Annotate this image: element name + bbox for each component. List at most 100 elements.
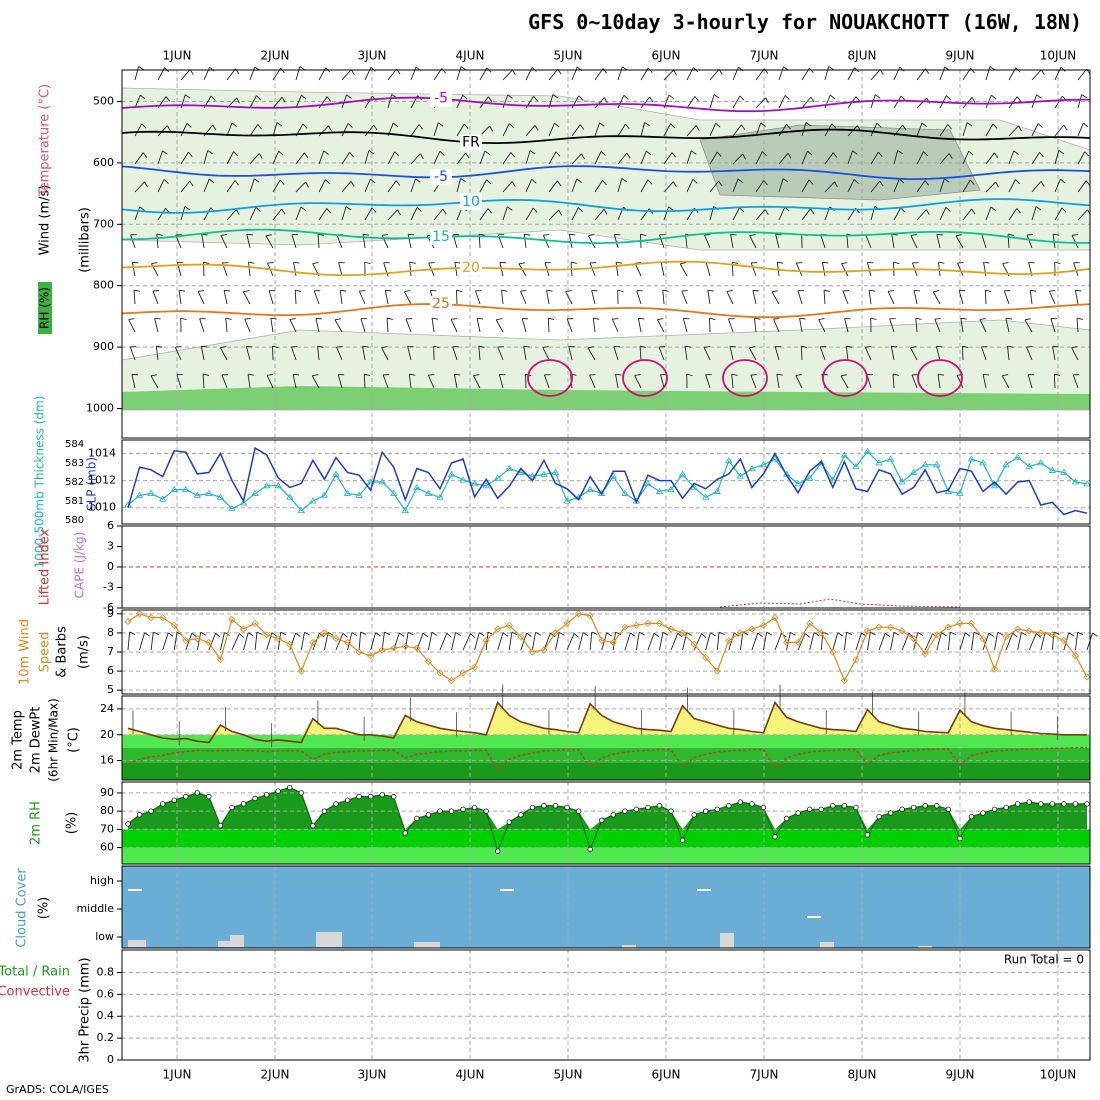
wind-barb-upper xyxy=(771,290,778,293)
y-tick-label-slp: 1012 xyxy=(88,474,116,487)
wind-barb-upper xyxy=(460,178,466,183)
wind-barb-10m xyxy=(422,632,429,638)
wind-barb-upper xyxy=(569,233,576,236)
x-tick-label-bottom: 8JUN xyxy=(848,1068,877,1082)
wind-speed-point xyxy=(875,623,883,631)
wind-barb-upper xyxy=(893,67,901,81)
wind-barb-10m xyxy=(416,632,424,651)
wind-barb-upper xyxy=(915,318,918,333)
wind-barb-10m xyxy=(254,632,258,651)
wind-barb-upper xyxy=(691,150,697,155)
wind-barb-upper xyxy=(276,122,283,127)
wind-barb-upper xyxy=(1077,180,1087,193)
wind-barb-upper xyxy=(680,262,687,265)
wind-barb-upper xyxy=(502,69,513,81)
wind-barb-upper xyxy=(732,153,744,165)
wind-barb-10m xyxy=(693,633,702,651)
wind-barb-upper xyxy=(645,150,652,156)
rh-point xyxy=(506,819,512,825)
wind-barb-upper xyxy=(713,94,720,99)
wind-barb-upper xyxy=(359,290,366,292)
rh-legend-swatch xyxy=(38,282,52,334)
wind-barb-upper xyxy=(328,125,332,132)
wind-barb-upper xyxy=(617,178,623,193)
wind-barb-upper xyxy=(834,181,838,188)
wind-speed-point xyxy=(817,629,825,637)
wind-speed-point xyxy=(736,629,744,637)
wind-barb-upper xyxy=(180,180,191,193)
wind-speed-point xyxy=(494,625,502,633)
wind-barb-upper xyxy=(267,262,274,264)
wind-barb-upper xyxy=(732,261,739,265)
rh-point xyxy=(853,804,859,811)
wind-speed-point xyxy=(320,629,328,637)
wind-barb-upper xyxy=(875,94,881,99)
wind-barb-upper xyxy=(566,318,573,333)
rh-point xyxy=(414,815,420,822)
wind-barb-upper xyxy=(985,289,992,293)
y-tick-label-thickness: 584 xyxy=(65,439,84,450)
wind-speed-point xyxy=(598,636,606,645)
wind-barb-10m xyxy=(399,632,405,637)
credit-footer: GrADS: COLA/IGES xyxy=(6,1083,109,1096)
wind-barb-upper xyxy=(245,346,251,361)
wind-barb-10m xyxy=(635,632,640,651)
wind-barb-upper xyxy=(612,318,619,320)
wind-barb-upper xyxy=(226,122,233,137)
wind-barb-10m xyxy=(763,632,768,651)
wind-barb-upper xyxy=(732,124,742,137)
wind-barb-upper xyxy=(985,94,992,109)
thickness-point xyxy=(840,451,849,458)
wind-barb-upper xyxy=(387,94,393,109)
cloud-bg xyxy=(122,866,1090,948)
thickness-point xyxy=(239,499,248,506)
wind-barb-upper xyxy=(594,97,605,109)
wind-barb-upper xyxy=(523,345,530,348)
rh-point xyxy=(206,793,212,800)
wind-barb-upper xyxy=(433,122,439,137)
wind-barb-upper xyxy=(416,207,422,212)
thickness-point xyxy=(621,489,629,496)
y-axis-label-wind-4: (m/s) xyxy=(77,635,92,669)
panel-instability-frame xyxy=(121,525,1091,609)
wind-barb-upper xyxy=(840,375,849,389)
rh-point xyxy=(991,806,998,812)
wind-barb-upper xyxy=(225,317,232,320)
wind-barb-10m xyxy=(878,632,886,651)
rh-point xyxy=(575,808,582,814)
wind-barb-upper xyxy=(617,95,625,109)
thickness-point xyxy=(147,489,155,496)
wind-barb-upper xyxy=(246,233,253,236)
wind-barb-upper xyxy=(358,291,366,305)
wind-barb-upper xyxy=(970,67,975,74)
wind-barb-upper xyxy=(1002,374,1009,377)
wind-barb-upper xyxy=(387,209,398,221)
wind-barb-10m xyxy=(162,632,169,651)
wind-barb-upper xyxy=(1071,235,1079,249)
wind-barb-upper xyxy=(568,234,573,249)
wind-speed-point xyxy=(667,625,675,633)
wind-barb-upper xyxy=(340,289,347,292)
y-axis-label-pressure: (millibars) xyxy=(78,207,93,273)
wind-barb-upper xyxy=(818,319,826,333)
wind-barb-upper xyxy=(737,178,743,184)
wind-barb-upper xyxy=(787,153,792,159)
cloud-low-block xyxy=(414,942,440,948)
wind-barb-upper xyxy=(684,345,692,348)
wind-speed-point xyxy=(759,621,768,629)
wind-barb-upper xyxy=(613,346,619,361)
rh-point xyxy=(1072,801,1079,807)
wind-speed-point xyxy=(263,631,271,639)
wind-speed-point xyxy=(898,627,906,635)
wind-barb-upper xyxy=(479,208,489,221)
wind-barb-upper xyxy=(202,373,209,376)
wind-barb-upper xyxy=(387,68,397,81)
wind-barb-upper xyxy=(728,318,734,333)
contour-label-bg xyxy=(460,134,482,151)
thickness-point xyxy=(967,455,976,462)
wind-barb-upper xyxy=(640,96,650,109)
wind-speed-point xyxy=(863,627,872,635)
y-tick-label-thickness: 580 xyxy=(65,515,84,526)
wind-barb-upper xyxy=(686,373,693,377)
wind-barb-upper xyxy=(166,125,171,132)
